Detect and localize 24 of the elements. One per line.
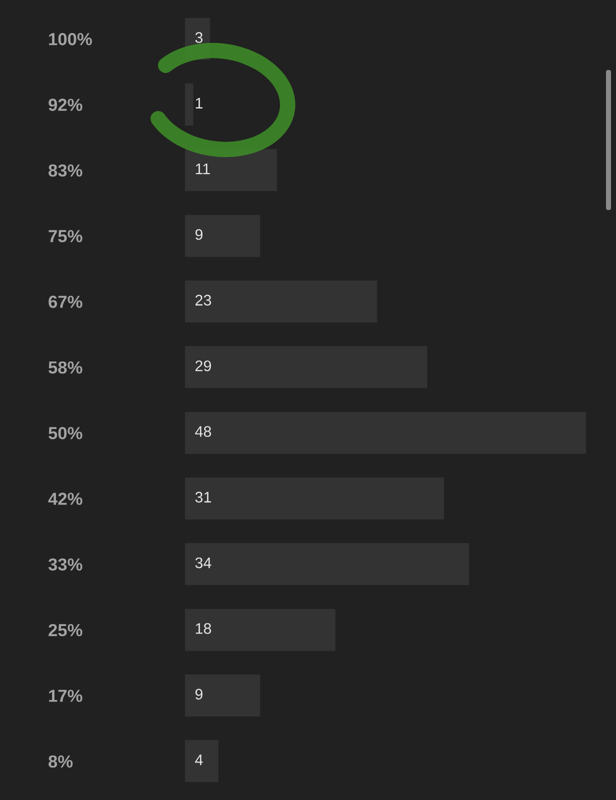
data-label: 1 — [196, 98, 202, 108]
y-tick-label: 92% — [48, 98, 82, 111]
y-tick-label: 33% — [48, 558, 82, 571]
data-label: 11 — [196, 164, 210, 174]
data-label: 18 — [196, 623, 212, 634]
y-tick-label: 67% — [48, 296, 82, 308]
data-label: 3 — [195, 32, 203, 43]
y-tick-label: 100% — [49, 33, 92, 46]
y-tick-label: 25% — [48, 624, 82, 636]
data-label: 9 — [195, 229, 202, 240]
y-tick-label: 42% — [48, 492, 82, 505]
data-label: 34 — [195, 557, 212, 568]
y-tick-label: 8% — [48, 755, 73, 768]
data-label: 31 — [195, 492, 211, 503]
y-tick-label: 75% — [48, 230, 82, 242]
y-tick-label: 50% — [48, 427, 82, 440]
data-label: 4 — [195, 754, 203, 766]
data-label: 29 — [195, 360, 211, 372]
y-tick-label: 83% — [48, 164, 82, 177]
y-tick-label: 58% — [48, 361, 82, 374]
y-tick-label: 17% — [49, 690, 82, 702]
data-label: 9 — [195, 688, 202, 700]
data-label: 48 — [195, 426, 212, 437]
data-label: 23 — [195, 294, 212, 306]
